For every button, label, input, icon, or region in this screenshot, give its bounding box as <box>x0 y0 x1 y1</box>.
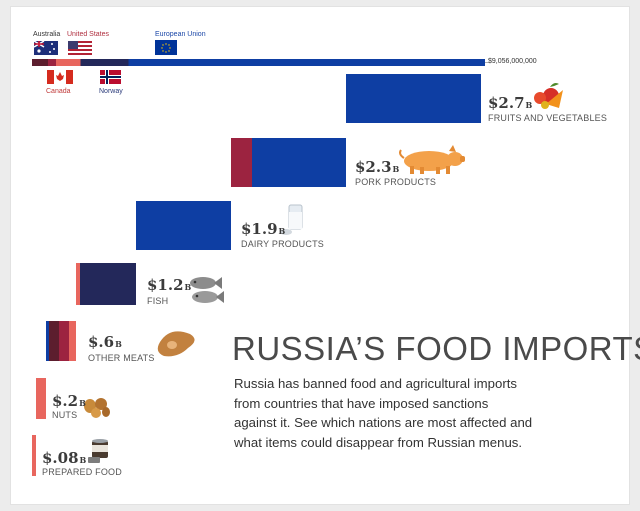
value-unit: B <box>115 339 122 349</box>
total-value-label: $9,056,000,000 <box>488 58 537 65</box>
value-amount: $.6 <box>88 333 115 351</box>
total-segment-australia <box>32 59 48 66</box>
value-unit: B <box>184 282 192 292</box>
description-line: Russia has banned food and agricultural … <box>234 376 517 391</box>
us-flag-icon <box>68 41 92 55</box>
label-norway: Norway <box>99 88 123 95</box>
description-line: from countries that have imposed sanctio… <box>234 395 489 411</box>
category-label: OTHER MEATS <box>88 353 155 363</box>
value-unit: B <box>79 455 87 465</box>
value-label: $.08B <box>42 449 86 467</box>
value-label: $.2B <box>52 392 86 410</box>
bar-segment-norway <box>80 263 136 305</box>
category-label: DAIRY PRODUCTS <box>241 239 324 249</box>
category-label: PORK PRODUCTS <box>355 177 437 187</box>
bar-segment-canada <box>69 321 76 361</box>
category-label: NUTS <box>52 410 78 420</box>
value-amount: $2.7 <box>488 94 525 112</box>
value-label: $2.7B <box>488 94 532 112</box>
bar-segment-european-union <box>136 201 231 250</box>
value-label: $2.3B <box>355 158 399 176</box>
bar-segment-canada <box>32 435 36 476</box>
bar-segment-united-states <box>59 321 69 361</box>
value-unit: B <box>392 164 400 174</box>
label-united-states: United States <box>67 31 110 38</box>
can-icon <box>88 439 108 463</box>
category-label: FRUITS AND VEGETABLES <box>488 113 608 123</box>
description-line: what items could disappear from Russian … <box>234 434 523 450</box>
bar-segment-canada <box>36 378 46 419</box>
value-label: $1.2B <box>147 276 191 294</box>
card <box>10 6 630 505</box>
category-label: FISH <box>147 296 169 306</box>
total-segment-united-states <box>48 59 56 66</box>
value-amount: $1.9 <box>241 220 278 238</box>
bar-segment-european-union <box>252 138 346 187</box>
fish-icon <box>190 277 224 303</box>
bar-segment-european-union <box>346 74 481 123</box>
value-amount: $.2 <box>52 392 79 410</box>
description: Russia has banned food and agricultural … <box>234 374 554 452</box>
pig-icon <box>399 145 465 174</box>
bar-segment-united-states <box>231 138 252 187</box>
meat-icon <box>157 331 195 357</box>
value-unit: B <box>278 226 286 236</box>
bar-segment-european-union <box>46 321 49 361</box>
value-label: $.6B <box>88 333 122 351</box>
label-australia: Australia <box>33 31 61 38</box>
australia-flag-icon <box>33 40 58 55</box>
description-line: against it. See which nations are most a… <box>234 415 533 430</box>
canada-flag-icon <box>47 70 73 84</box>
norway-flag-icon <box>100 70 121 84</box>
label-canada: Canada <box>46 88 71 95</box>
label-european-union: European Union <box>155 31 206 38</box>
total-segment-european-union <box>128 59 485 66</box>
value-unit: B <box>79 398 86 408</box>
category-label: PREPARED FOOD <box>42 467 122 477</box>
value-amount: $2.3 <box>355 158 392 176</box>
value-amount: $.08 <box>42 449 79 467</box>
bar-segment-canada <box>76 263 80 305</box>
value-unit: B <box>525 100 533 110</box>
total-bar <box>32 59 488 66</box>
nuts-icon <box>84 398 110 418</box>
fruit-icon <box>534 83 563 109</box>
total-segment-norway <box>80 59 129 66</box>
value-amount: $1.2 <box>147 276 184 294</box>
category-bars <box>32 74 481 476</box>
value-label: $1.9B <box>241 220 285 238</box>
eu-flag-icon <box>155 40 177 55</box>
bar-segment-australia <box>49 321 59 361</box>
page-title: RUSSIA’S FOOD IMPORTS <box>232 330 640 367</box>
total-segment-canada <box>56 59 81 66</box>
milk-icon <box>280 204 303 235</box>
